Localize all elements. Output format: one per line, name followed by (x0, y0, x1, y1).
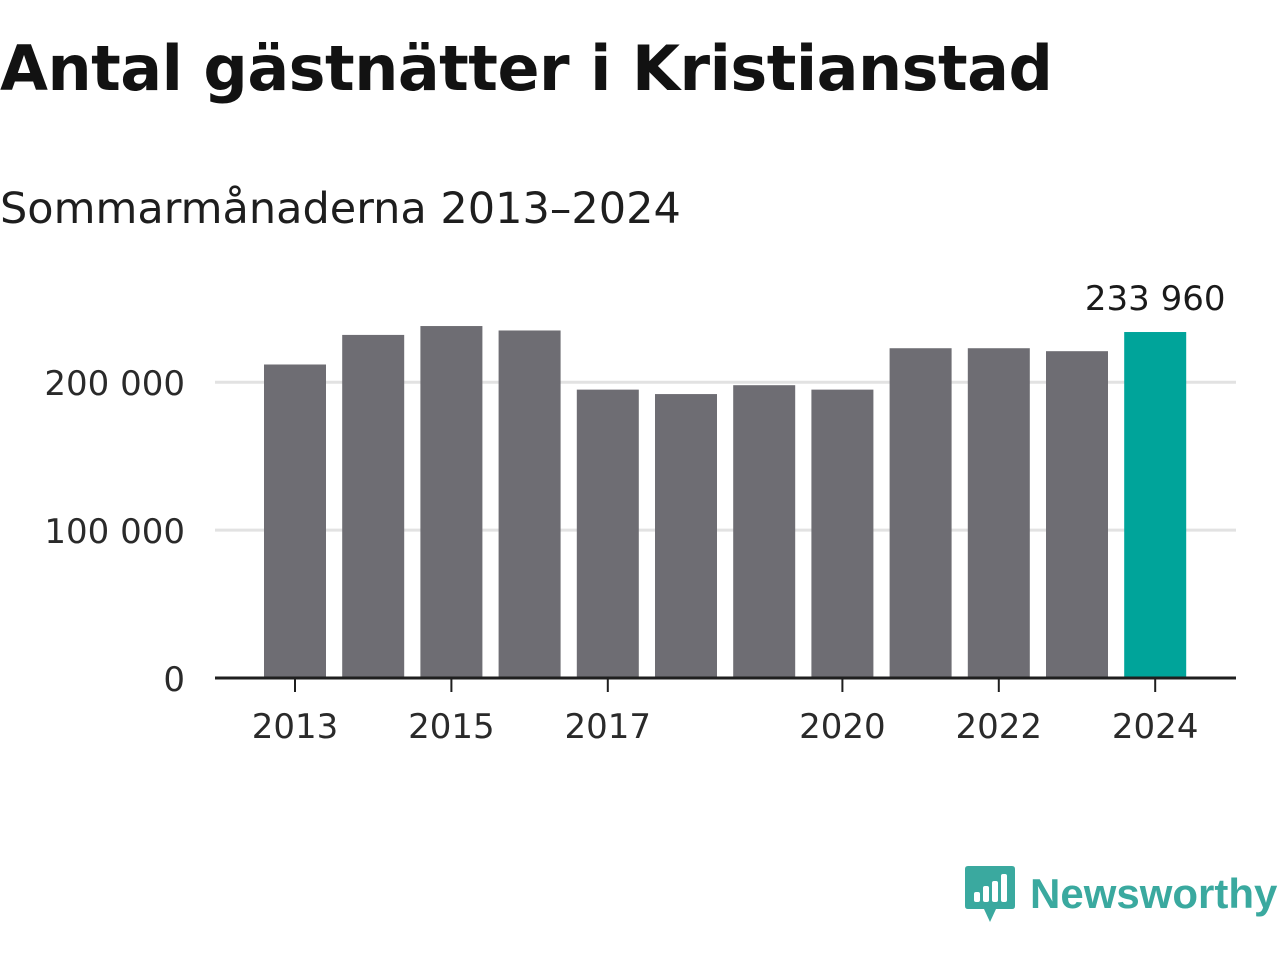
x-tick-label: 2024 (1112, 707, 1199, 747)
y-tick-label: 0 (163, 660, 185, 700)
newsworthy-logo-icon (965, 866, 1015, 922)
x-tick-label: 2020 (799, 707, 886, 747)
data-label-highlight: 233 960 (1085, 279, 1226, 319)
bar-2016 (498, 330, 561, 678)
x-tick-label: 2017 (565, 707, 652, 747)
brand-name: Newsworthy (1030, 870, 1278, 917)
x-axis-ticks: 2013 2015 2017 2020 2022 2024 (252, 678, 1199, 747)
y-tick-label: 100 000 (44, 512, 185, 552)
bar-2024 (1124, 332, 1187, 678)
bar-2021 (889, 348, 952, 678)
chart-title: Antal gästnätter i Kristianstad (0, 32, 1053, 105)
bar-2023 (1046, 351, 1108, 678)
brand-logo: Newsworthy (964, 864, 1277, 924)
bar-2018 (655, 394, 717, 678)
bar-2015 (420, 326, 483, 678)
chart-subtitle: Sommarmånaderna 2013–2024 (0, 184, 681, 234)
data-labels: 233 960 (1085, 279, 1226, 319)
x-tick-label: 2022 (956, 707, 1043, 747)
bar-2013 (264, 364, 326, 678)
x-tick-label: 2013 (252, 707, 339, 747)
bar-2017 (576, 389, 639, 678)
bar-2019 (733, 385, 796, 678)
x-tick-label: 2015 (408, 707, 495, 747)
bar-2014 (342, 334, 405, 678)
y-tick-label: 200 000 (44, 364, 185, 404)
y-axis-ticks: 0 100 000 200 000 (44, 364, 185, 700)
bar-2020 (811, 389, 874, 678)
bar-2022 (967, 348, 1030, 678)
bars (264, 326, 1187, 678)
